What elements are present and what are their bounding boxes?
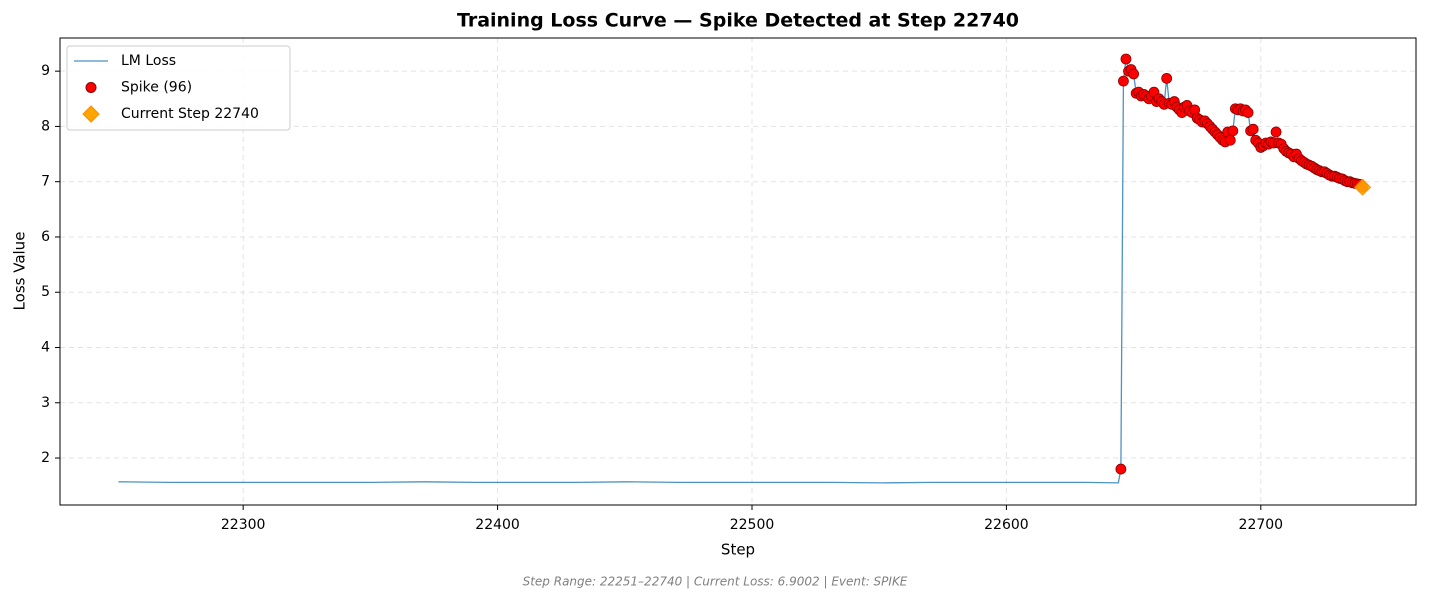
legend-swatch <box>85 82 97 93</box>
spike-point <box>1224 134 1236 146</box>
spike-point <box>1270 126 1282 138</box>
legend-box <box>66 45 291 131</box>
legend-label: LM Loss <box>121 53 176 69</box>
legend-label: Spike (96) <box>121 80 192 96</box>
x-tick-label: 22400 <box>475 517 520 533</box>
current-step-marker <box>1354 178 1372 196</box>
spike-point <box>1242 107 1254 119</box>
spike-point <box>1128 68 1140 80</box>
footnote: Step Range: 22251–22740 | Current Loss: … <box>523 575 908 589</box>
legend-label: Current Step 22740 <box>121 106 259 122</box>
spike-point <box>1115 463 1127 475</box>
legend: LM Loss Spike (96) Current Step 22740 <box>66 45 291 131</box>
y-tick-label: 4 <box>41 339 50 355</box>
spike-point <box>1161 72 1173 84</box>
y-tick-label: 2 <box>41 450 50 466</box>
plot-frame <box>59 37 1417 506</box>
y-tick-label: 3 <box>41 395 50 411</box>
loss-line <box>118 58 1364 484</box>
x-tick-label: 22700 <box>1239 517 1284 533</box>
spike-point <box>1247 123 1259 135</box>
y-tick-label: 9 <box>41 63 50 79</box>
y-tick-label: 6 <box>41 229 50 245</box>
spike-point <box>1118 75 1129 87</box>
x-tick-label: 22500 <box>730 517 775 533</box>
spike-point <box>1120 53 1132 65</box>
y-tick-label: 8 <box>41 118 50 134</box>
y-tick-label: 5 <box>41 284 50 300</box>
x-tick-label: 22600 <box>984 517 1029 533</box>
spike-point <box>1227 125 1239 137</box>
y-tick-label: 7 <box>41 174 50 190</box>
y-axis-label: Loss Value <box>11 232 29 311</box>
legend-swatch <box>82 105 100 123</box>
x-axis-label: Step <box>721 541 755 559</box>
x-tick-label: 22300 <box>221 517 266 533</box>
chart-title: Training Loss Curve — Spike Detected at … <box>457 10 1019 32</box>
